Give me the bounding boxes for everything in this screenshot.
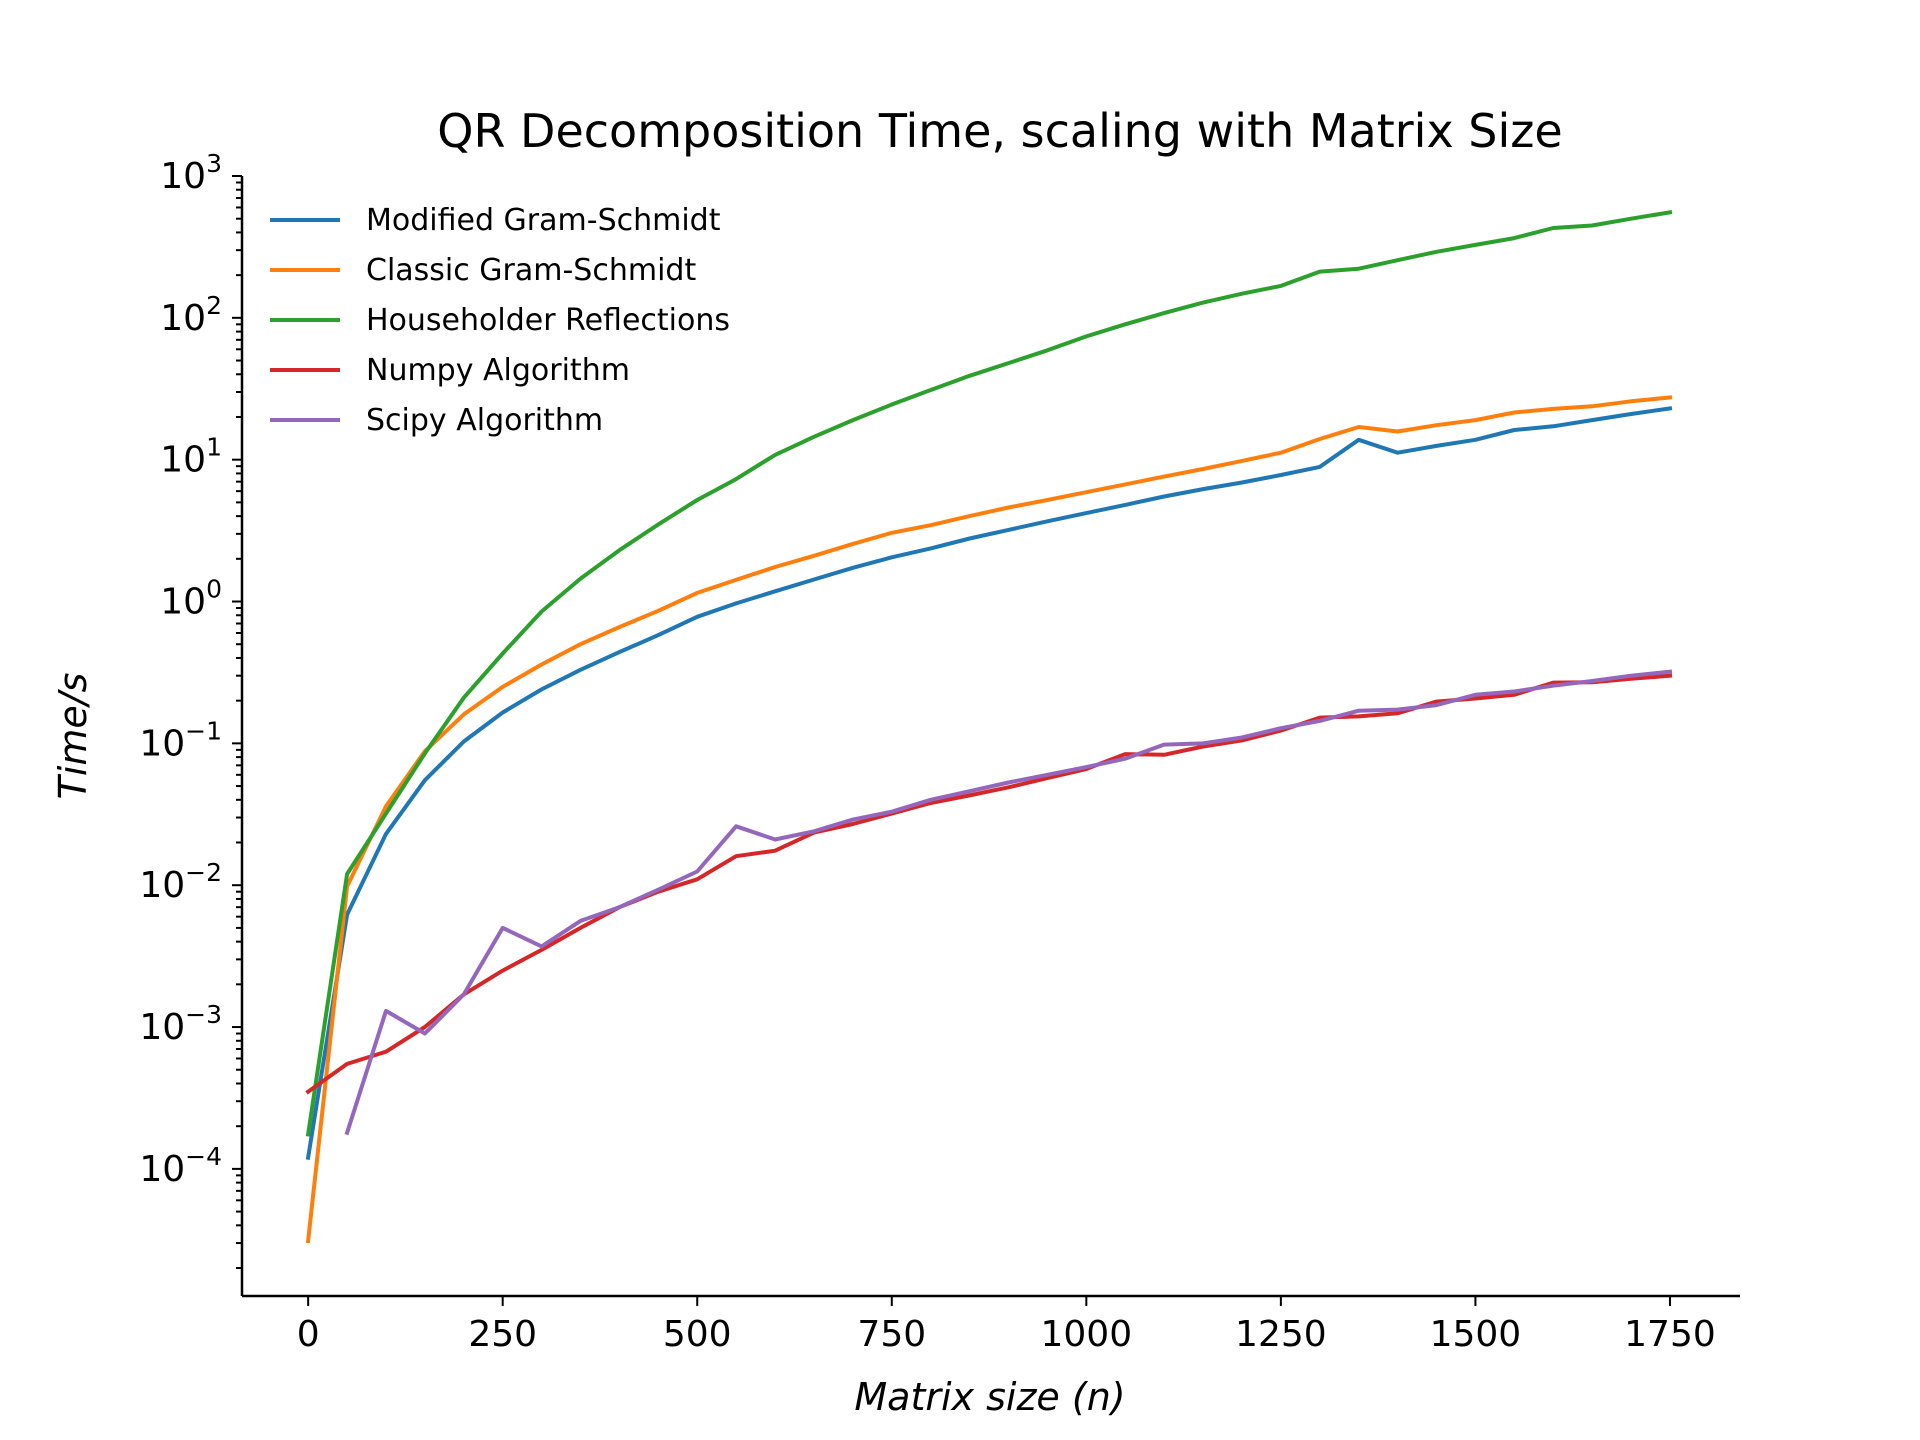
y-tick-label: 10−4 [139,1142,222,1190]
chart-title: QR Decomposition Time, scaling with Matr… [437,104,1562,158]
x-tick-label: 1000 [1041,1314,1133,1355]
x-axis-label-variable: n [1087,1375,1111,1419]
series-line-2 [305,210,1673,1137]
x-axis-label: Matrix size (n) [854,1375,1125,1419]
x-axis-label-prefix: Matrix size ( [854,1375,1088,1419]
x-tick-label: 750 [857,1314,926,1355]
y-tick-label: 101 [160,433,222,481]
x-tick-label: 1250 [1235,1314,1327,1355]
y-tick-label: 100 [160,575,222,623]
series-line-3 [305,673,1673,1095]
y-axis-label: Time/s [51,673,95,800]
legend-label-3: Numpy Algorithm [366,353,630,388]
x-axis-label-suffix: ) [1108,1375,1126,1419]
series-line-1 [305,395,1673,1244]
legend-label-4: Scipy Algorithm [366,403,603,438]
legend: Modified Gram-Schmidt Classic Gram-Schmid… [270,203,730,438]
legend-label-1: Classic Gram-Schmidt [366,253,696,288]
y-tick-label: 103 [160,149,222,197]
y-axis-ticks: 10−4 10−3 10−2 10−1 100 101 102 103 [139,149,242,1270]
y-tick-label: 102 [160,291,222,339]
x-tick-label: 500 [663,1314,732,1355]
y-tick-label: 10−1 [139,716,222,764]
legend-label-0: Modified Gram-Schmidt [366,203,721,238]
y-tick-label: 10−2 [139,858,222,906]
series-line-0 [305,406,1673,1160]
x-tick-label: 250 [468,1314,537,1355]
legend-label-2: Householder Reflections [366,303,730,338]
x-tick-label: 1500 [1430,1314,1522,1355]
x-axis-ticks: 0 250 500 750 1000 1250 1500 1750 [297,1296,1716,1355]
x-tick-label: 0 [297,1314,320,1355]
series-layer [305,210,1673,1244]
x-tick-label: 1750 [1624,1314,1716,1355]
y-tick-label: 10−3 [139,1000,222,1048]
series-line-4 [344,669,1673,1136]
